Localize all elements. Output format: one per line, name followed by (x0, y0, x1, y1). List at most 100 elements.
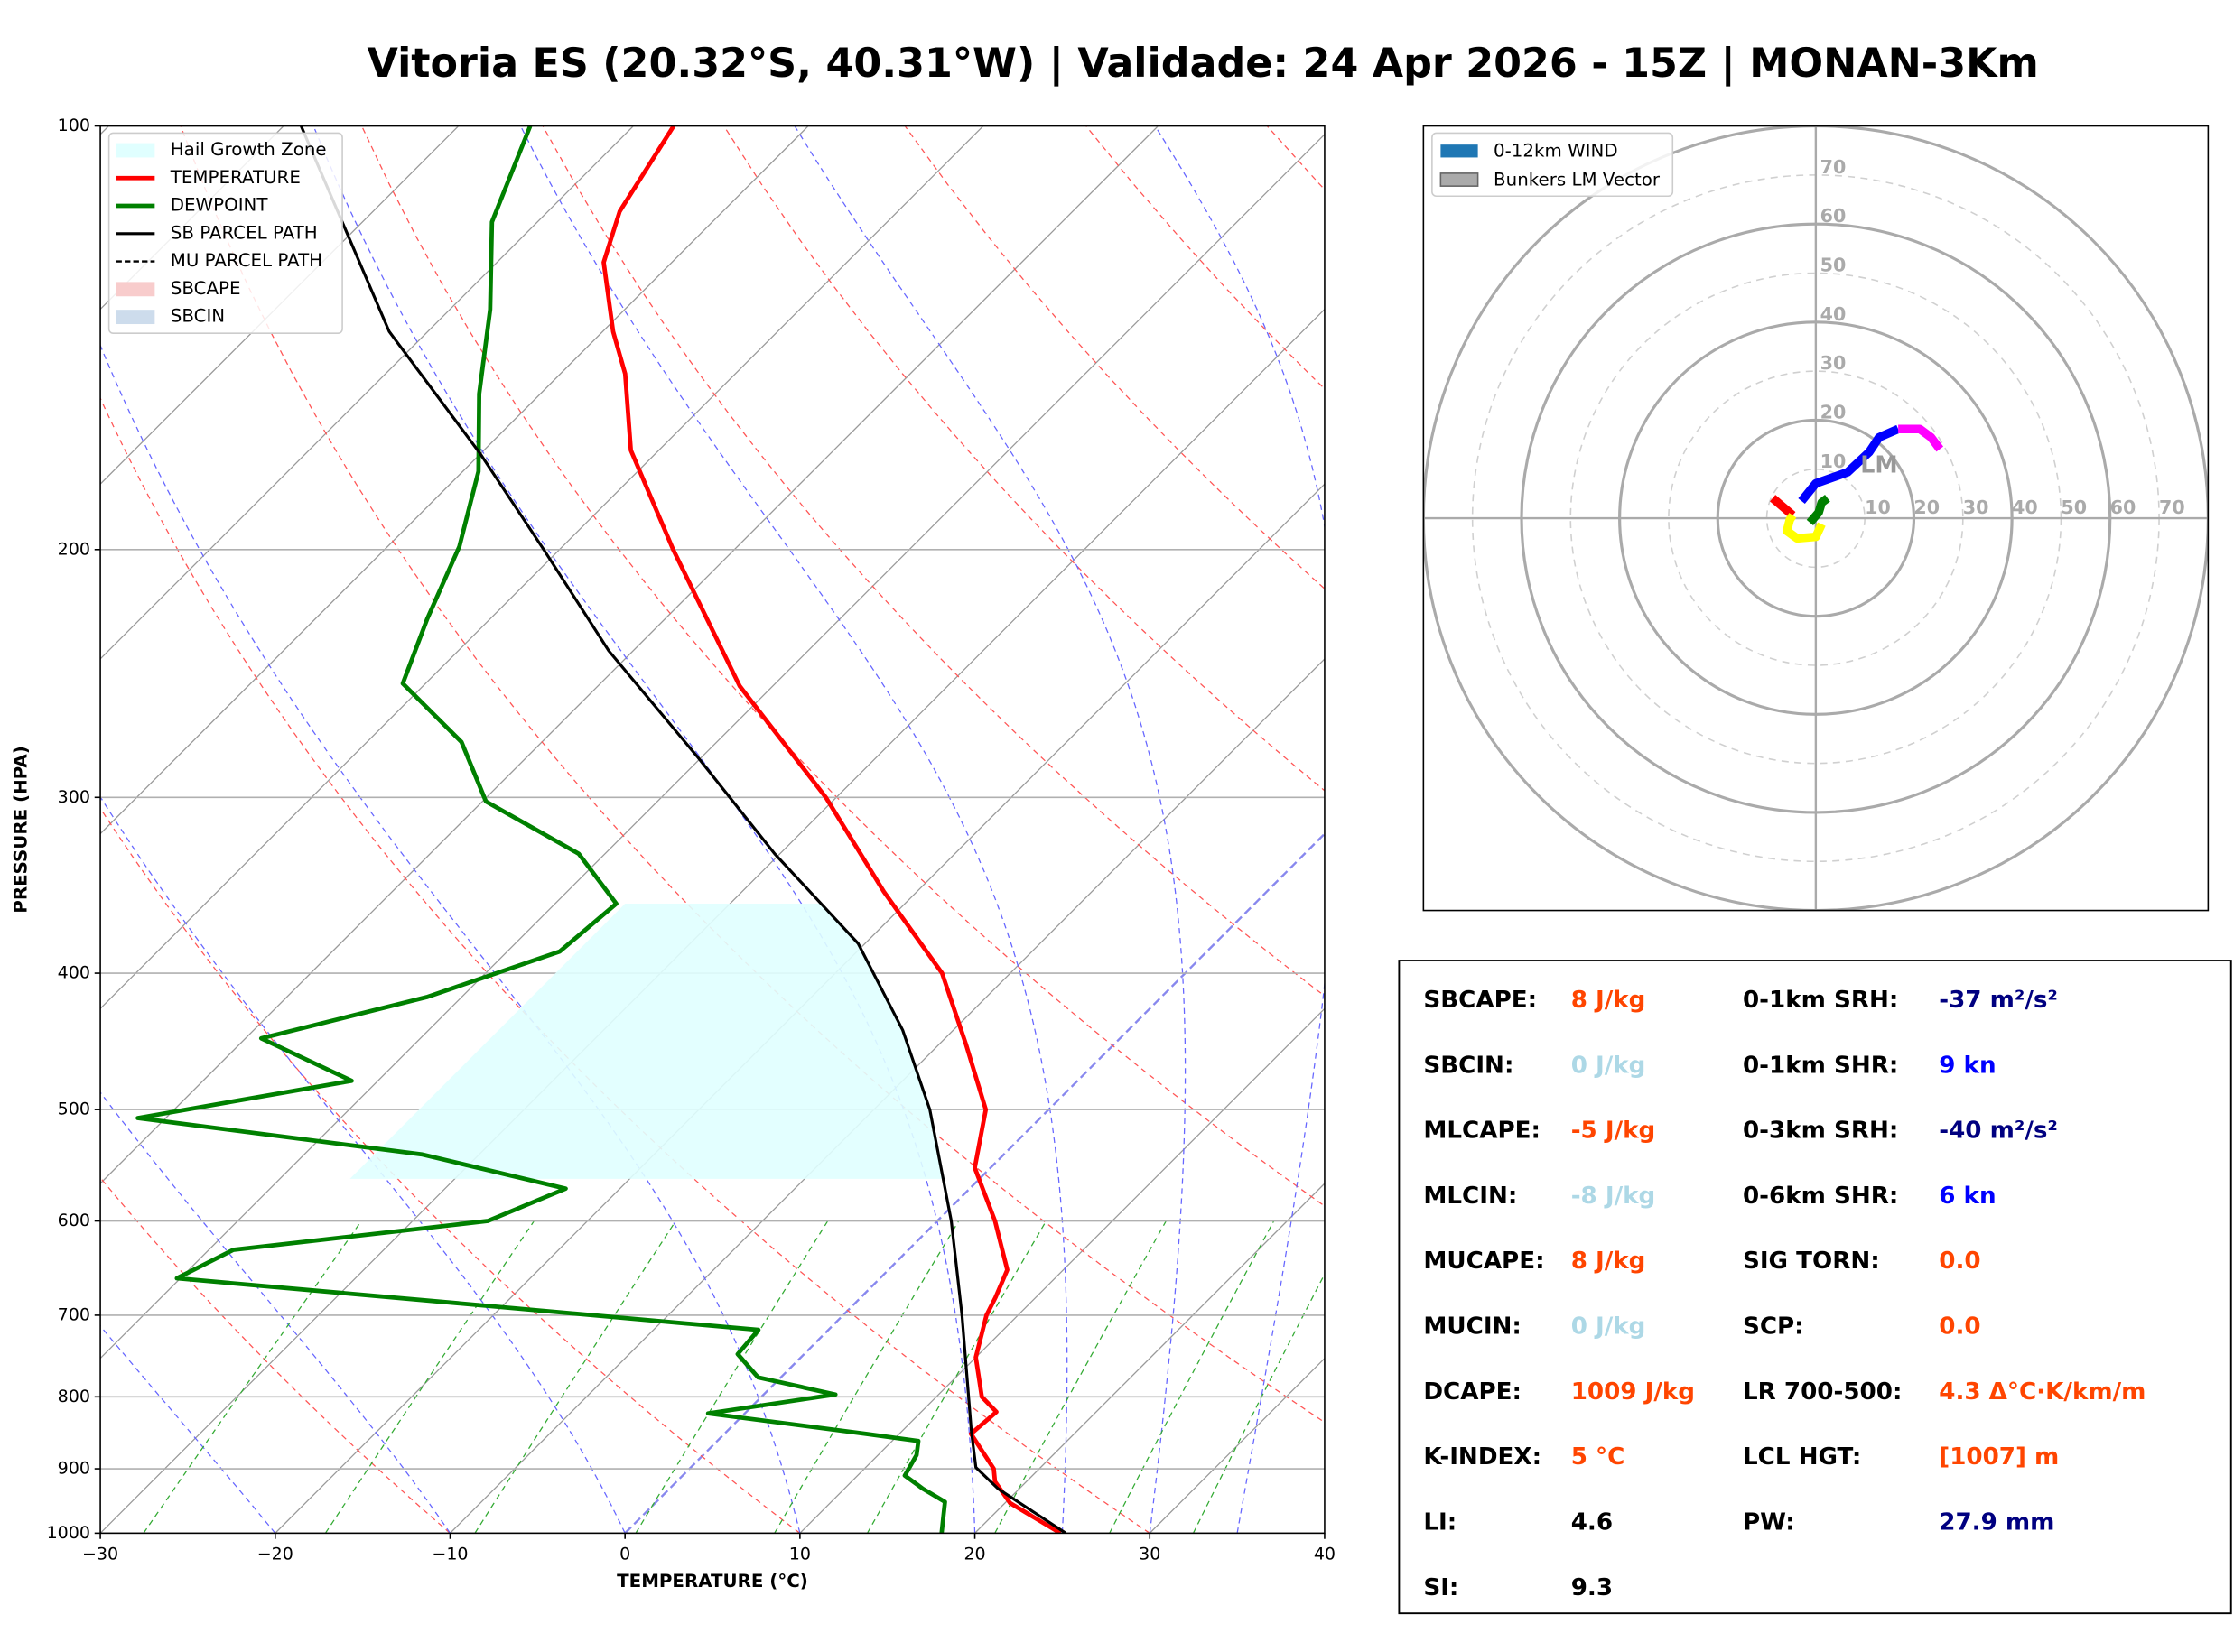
isotherm (275, 483, 1325, 1534)
index-value: 9 kn (1939, 1052, 1996, 1079)
y-tick-label: 800 (58, 1387, 90, 1406)
ring-label: 20 (1913, 497, 1940, 518)
legend-label: SB PARCEL PATH (171, 222, 318, 243)
y-axis-label: PRESSURE (HPA) (10, 746, 31, 913)
ring-label: 30 (1820, 352, 1847, 374)
dry-adiabat (361, 125, 1325, 1207)
index-value: 8 J/kg (1571, 1248, 1646, 1275)
x-tick-label: 40 (1314, 1545, 1336, 1564)
index-value: 4.6 (1571, 1508, 1613, 1536)
index-label: MUCAPE: (1423, 1248, 1544, 1275)
ring-label: 20 (1820, 401, 1847, 422)
index-value: 6 kn (1939, 1183, 1996, 1210)
index-label: LCL HGT: (1743, 1443, 1861, 1471)
isotherm (450, 658, 1325, 1534)
index-label: DCAPE: (1423, 1378, 1522, 1406)
hodograph-frame (1422, 125, 2210, 912)
mixing-ratio-line (635, 1220, 829, 1534)
isotherm (100, 308, 1325, 1534)
hodograph-trace (1798, 424, 1901, 505)
ring-label: 70 (1820, 156, 1847, 178)
index-label: 0-1km SRH: (1743, 987, 1898, 1014)
y-tick-label: 600 (58, 1211, 90, 1230)
profile-line (601, 125, 1062, 1534)
index-label: SCP: (1743, 1313, 1804, 1341)
index-value: 0.0 (1939, 1313, 1980, 1341)
index-label: MLCIN: (1423, 1183, 1517, 1210)
dry-adiabat (723, 125, 1325, 792)
ring-label: 50 (1820, 255, 1847, 276)
index-value: 4.3 Δ°C·K/km/m (1939, 1378, 2146, 1406)
isotherm (100, 125, 809, 835)
y-tick-label: 400 (58, 963, 90, 983)
moist-adiabat (794, 125, 1187, 1534)
index-value: -37 m²/s² (1939, 987, 2058, 1014)
x-tick-label: −10 (432, 1545, 468, 1564)
x-tick-label: −20 (257, 1545, 293, 1564)
ring-label: 10 (1820, 450, 1847, 472)
ring-label: 70 (2159, 497, 2185, 518)
legend-patch (116, 310, 155, 325)
profile-line (300, 125, 1066, 1534)
index-label: 0-3km SRH: (1743, 1118, 1898, 1145)
y-tick-label: 200 (58, 539, 90, 559)
x-tick-label: 30 (1139, 1545, 1160, 1564)
legend-label: DEWPOINT (171, 195, 269, 216)
ring-label: 30 (1963, 497, 1989, 518)
isotherm (100, 125, 1159, 1184)
legend-patch (116, 282, 155, 297)
legend-patch (116, 143, 155, 158)
legend-label: MU PARCEL PATH (171, 250, 322, 271)
index-value: -8 J/kg (1571, 1183, 1656, 1210)
y-tick-label: 1000 (47, 1523, 90, 1543)
index-value: 27.9 mm (1939, 1508, 2054, 1536)
x-axis-label: TEMPERATURE (°C) (617, 1571, 808, 1592)
index-label: 0-1km SHR: (1743, 1052, 1898, 1079)
ring-label: 60 (2110, 497, 2136, 518)
legend-patch (1440, 144, 1478, 158)
index-label: K-INDEX: (1423, 1443, 1541, 1471)
index-label: LI: (1423, 1508, 1457, 1536)
legend-label: SBCAPE (171, 278, 241, 299)
legend-label: Hail Growth Zone (171, 139, 327, 160)
ring-label: 10 (1865, 497, 1891, 518)
indices-panel (1398, 960, 2232, 1615)
index-value: 1009 J/kg (1571, 1378, 1695, 1406)
hodograph-trace (1769, 495, 1796, 519)
y-tick-label: 500 (58, 1100, 90, 1119)
ring-label: 60 (1820, 205, 1847, 227)
isotherm (799, 1007, 1325, 1534)
hail-growth-zone (349, 904, 944, 1179)
index-label: SBCAPE: (1423, 987, 1537, 1014)
index-label: MUCIN: (1423, 1313, 1522, 1341)
index-label: SBCIN: (1423, 1052, 1513, 1079)
index-value: 8 J/kg (1571, 987, 1646, 1014)
hodograph-background: 10 10 20 20 30 30 40 40 50 50 60 60 70 70 LM (1423, 125, 2209, 911)
y-tick-label: 300 (58, 787, 90, 807)
index-label: PW: (1743, 1508, 1795, 1536)
bunkers-lm-label: LM (1860, 450, 1897, 478)
indices: SBCAPE: 8 J/kg SBCIN: 0 J/kg MLCAPE: -5 J/kg M… (1423, 987, 2146, 1601)
mixing-ratio-line (866, 1220, 1047, 1534)
title: Vitoria ES (20.32°S, 40.31°W) | Validade… (368, 41, 2039, 87)
ring-label: 40 (2012, 497, 2038, 518)
index-label: LR 700-500: (1743, 1378, 1902, 1406)
index-value: -40 m²/s² (1939, 1118, 2058, 1145)
legend-label: SBCIN (171, 306, 225, 327)
index-value: 0.0 (1939, 1248, 1980, 1275)
moist-adiabat (519, 125, 1068, 1534)
index-label: SI: (1423, 1574, 1458, 1601)
isotherm (974, 1183, 1325, 1534)
legend-label: 0-12km WIND (1494, 141, 1618, 162)
index-label: MLCAPE: (1423, 1118, 1541, 1145)
index-value: 9.3 (1571, 1574, 1613, 1601)
hodograph-trace (1806, 494, 1830, 526)
isotherm (100, 125, 634, 660)
skewt-data (135, 125, 1067, 1534)
profile-line (135, 125, 947, 1534)
legend-label: TEMPERATURE (170, 167, 301, 188)
